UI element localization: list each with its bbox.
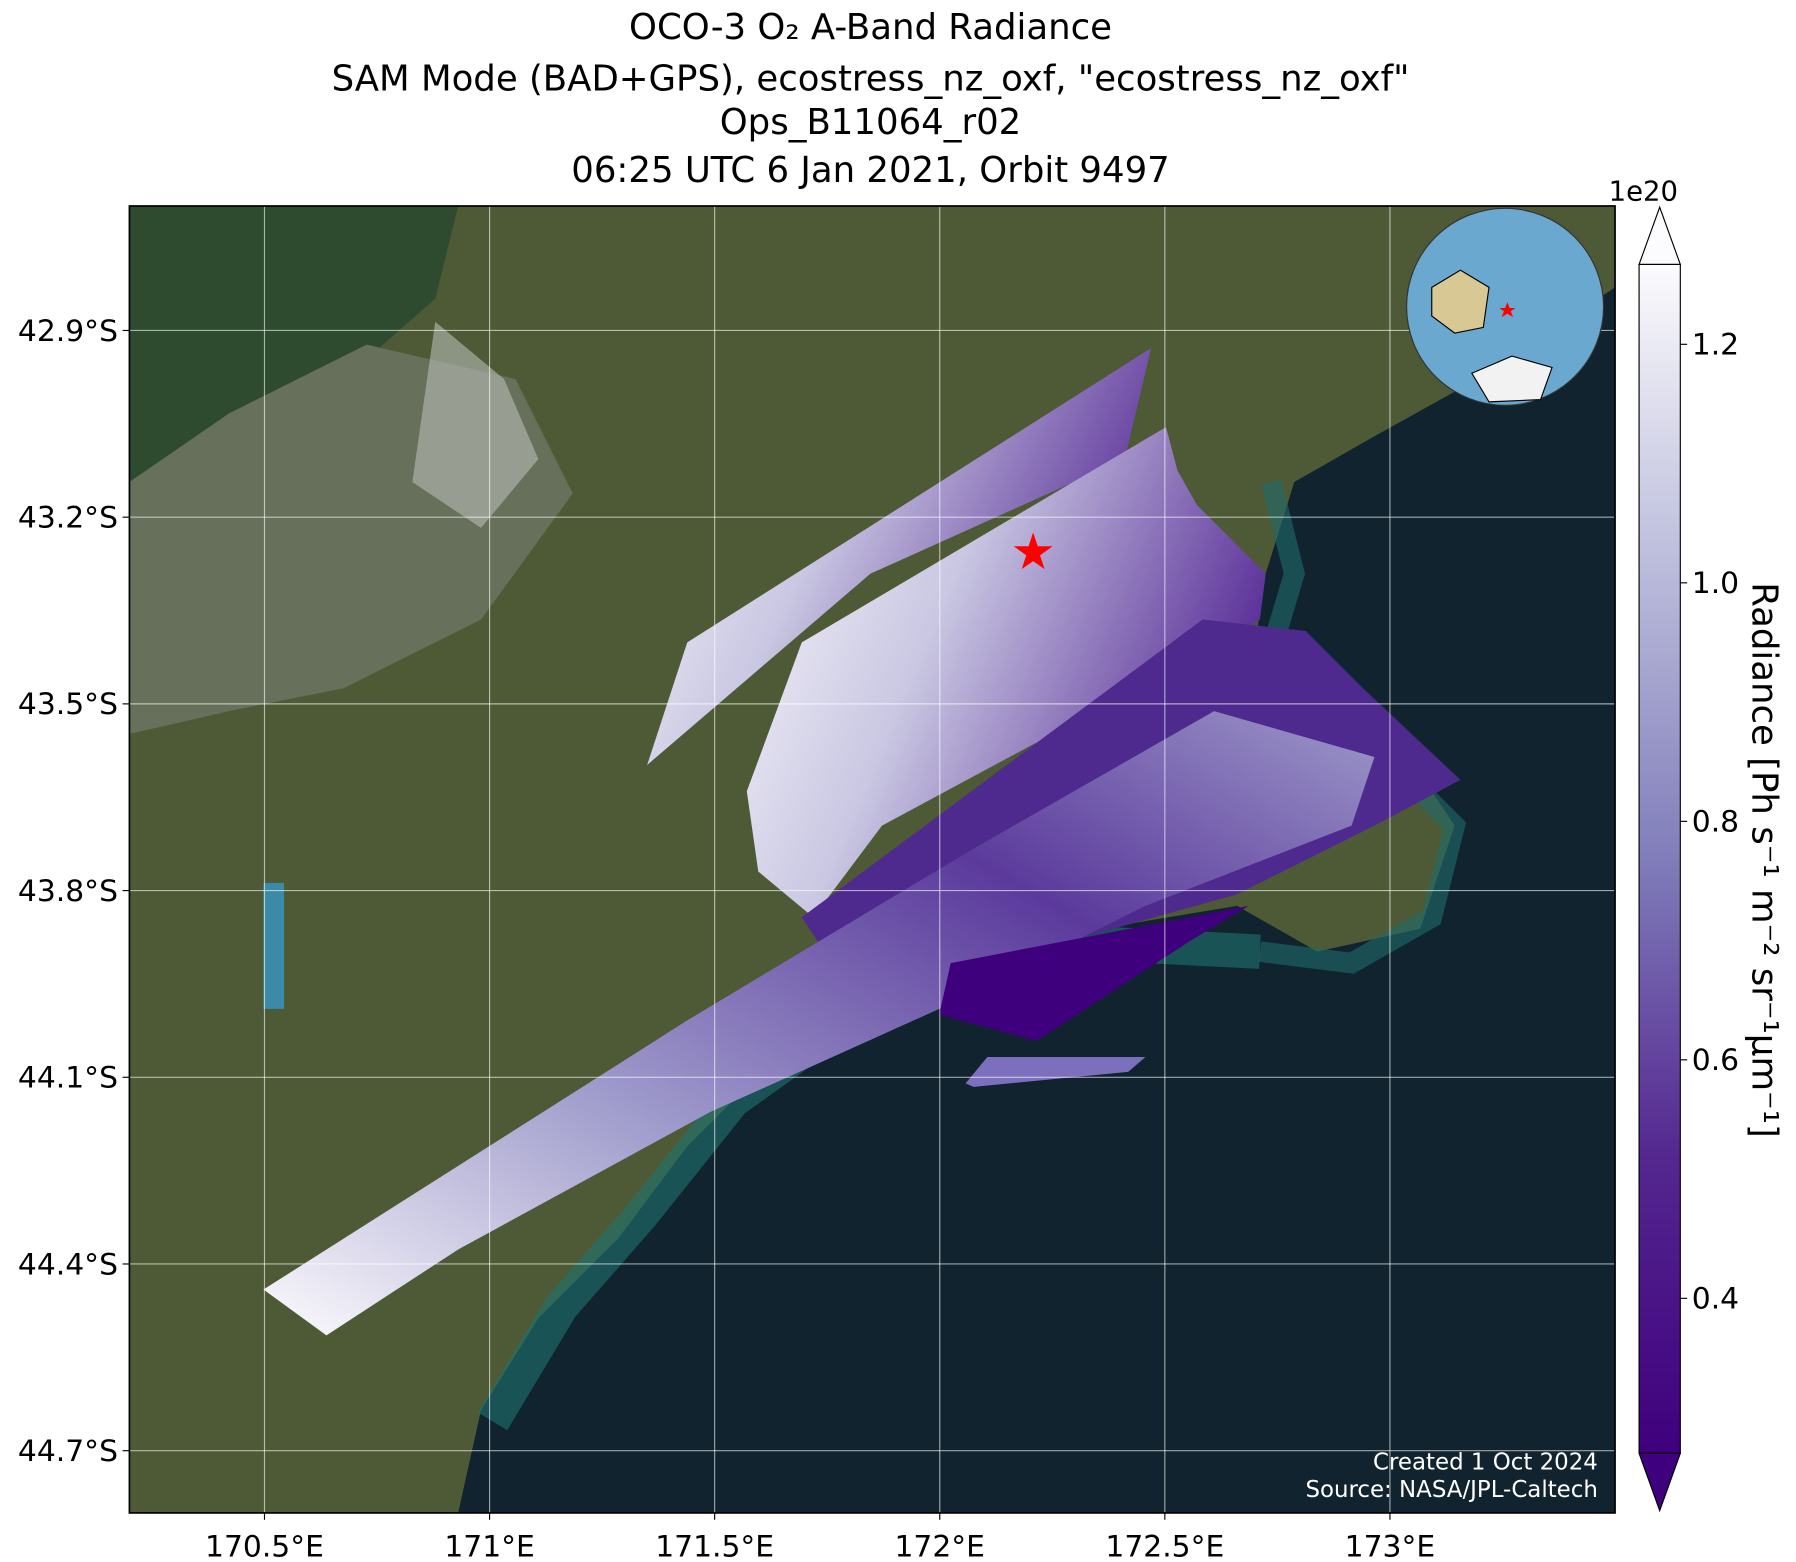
x-tick-label: 173°E	[1345, 1529, 1436, 1562]
colorbar-label: Radiance [Ph s⁻¹ m⁻² sr⁻¹μm⁻¹]	[1743, 582, 1784, 1138]
title-line: Ops_B11064_r02	[720, 102, 1022, 143]
x-tick-label: 172°E	[894, 1529, 985, 1562]
colorbar-exponent: 1e20	[1609, 175, 1678, 207]
x-tick-label: 171°E	[444, 1529, 535, 1562]
colorbar: 1e20 Radiance [Ph s⁻¹ m⁻² sr⁻¹μm⁻¹] 0.4 0…	[1609, 175, 1784, 1513]
title: OCO-3 O₂ A-Band Radiance SAM Mode (BAD+G…	[332, 7, 1410, 191]
colorbar-tick-label: 0.8	[1692, 805, 1739, 840]
annotation: Source: NASA/JPL-Caltech	[1305, 1477, 1597, 1503]
colorbar-tick-label: 1.0	[1692, 566, 1739, 601]
colorbar-tick-label: 1.2	[1692, 328, 1739, 363]
map-frame	[128, 205, 1616, 1514]
colorbar-tick-label: 0.4	[1692, 1282, 1739, 1317]
x-tick-label: 172.5°E	[1105, 1529, 1224, 1562]
title-line: OCO-3 O₂ A-Band Radiance	[629, 7, 1112, 48]
y-tick-label: 42.9°S	[18, 314, 118, 349]
title-line: SAM Mode (BAD+GPS), ecostress_nz_oxf, "e…	[332, 58, 1410, 99]
target-star	[1013, 532, 1053, 570]
colorbar-tick-label: 0.6	[1692, 1043, 1739, 1078]
y-tick-label: 44.7°S	[18, 1434, 118, 1469]
x-tick-label: 170.5°E	[205, 1529, 324, 1562]
y-tick-label: 44.1°S	[18, 1061, 118, 1096]
y-tick-label: 43.2°S	[18, 500, 118, 535]
x-tick-label: 171.5°E	[655, 1529, 774, 1562]
grid	[129, 206, 1616, 1513]
radiance-swaths	[263, 348, 1461, 1336]
y-tick-label: 44.4°S	[18, 1247, 118, 1282]
y-tick-label: 43.5°S	[18, 687, 118, 722]
annotation: Created 1 Oct 2024	[1373, 1449, 1598, 1475]
inset-globe	[1405, 207, 1605, 406]
title-line: 06:25 UTC 6 Jan 2021, Orbit 9497	[571, 150, 1170, 191]
y-tick-label: 43.8°S	[18, 874, 118, 909]
